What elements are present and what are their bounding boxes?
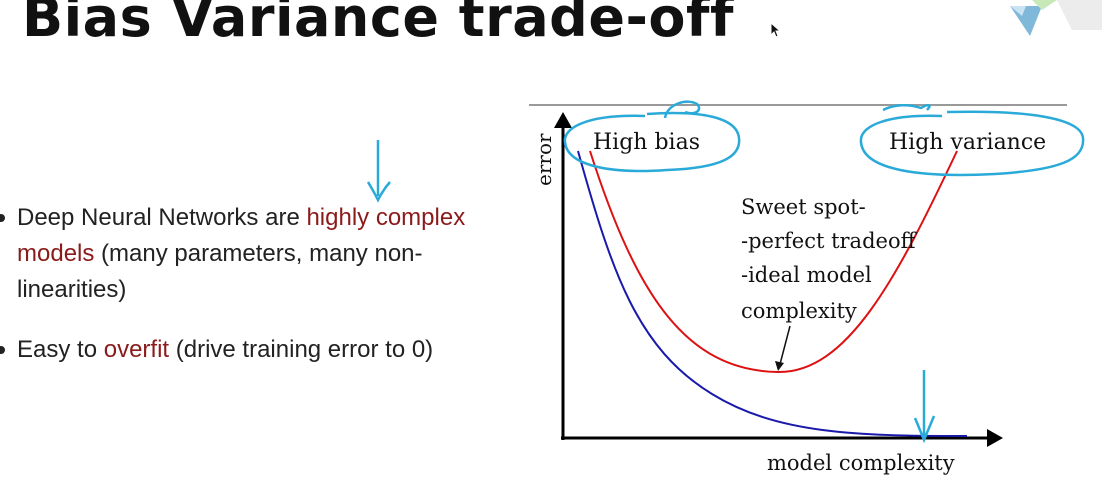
training-error-curve [577, 150, 968, 437]
bullet-dot [0, 346, 5, 354]
bullet-dot [0, 214, 5, 222]
label-high-bias: High bias [593, 130, 700, 155]
bias-circle-flourish [663, 100, 701, 119]
bias-variance-figure: error model complexity High bias High va… [529, 100, 1085, 475]
optimum-arrow-annotation [913, 370, 936, 444]
bullet-item: Easy to overfit (drive training error to… [0, 332, 500, 368]
bullet-text: (many parameters, many non-linearities) [17, 240, 423, 303]
slide-title: Bias Variance trade-off [22, 0, 734, 49]
x-axis-arrow [987, 429, 1003, 447]
sweet-spot-pointer-head [775, 361, 784, 371]
highlight-text: overfit [103, 336, 170, 363]
y-axis-label: error [532, 133, 556, 186]
bullet-text: Easy to [17, 336, 104, 363]
sweet-spot-line: complexity [741, 299, 857, 323]
highlight-arrow-annotation [366, 140, 391, 203]
mouse-cursor-icon [770, 22, 782, 38]
bullet-text: Deep Neural Networks are [17, 204, 307, 231]
bullet-item: Deep Neural Networks are highly complex … [0, 200, 500, 308]
test-error-curve [589, 150, 958, 374]
y-axis-arrow [554, 112, 572, 128]
label-high-variance: High variance [889, 130, 1046, 155]
corner-logo-icon [1010, 0, 1102, 36]
highlight-text: highly complex models [17, 204, 466, 267]
variance-circle-annotation [859, 110, 1085, 177]
x-axis-label: model complexity [767, 451, 955, 475]
bias-circle-annotation [563, 111, 741, 173]
variance-circle-flourish [882, 104, 931, 112]
sweet-spot-line: Sweet spot- [741, 195, 866, 219]
bullet-list: Deep Neural Networks are highly complex … [0, 200, 500, 368]
sweet-spot-line: -ideal model [741, 263, 872, 287]
bullet-text: (drive training error to 0) [169, 336, 434, 363]
sweet-spot-pointer [778, 325, 791, 369]
sweet-spot-line: -perfect tradeoff [741, 229, 918, 253]
